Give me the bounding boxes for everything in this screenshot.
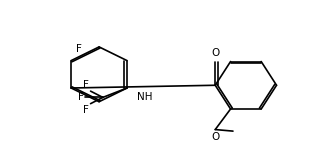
Text: F: F xyxy=(83,80,89,90)
Text: F: F xyxy=(83,105,89,115)
Text: O: O xyxy=(211,48,219,58)
Text: O: O xyxy=(211,132,219,142)
Text: NH: NH xyxy=(137,92,153,102)
Text: F: F xyxy=(76,44,82,54)
Text: F: F xyxy=(78,92,84,102)
